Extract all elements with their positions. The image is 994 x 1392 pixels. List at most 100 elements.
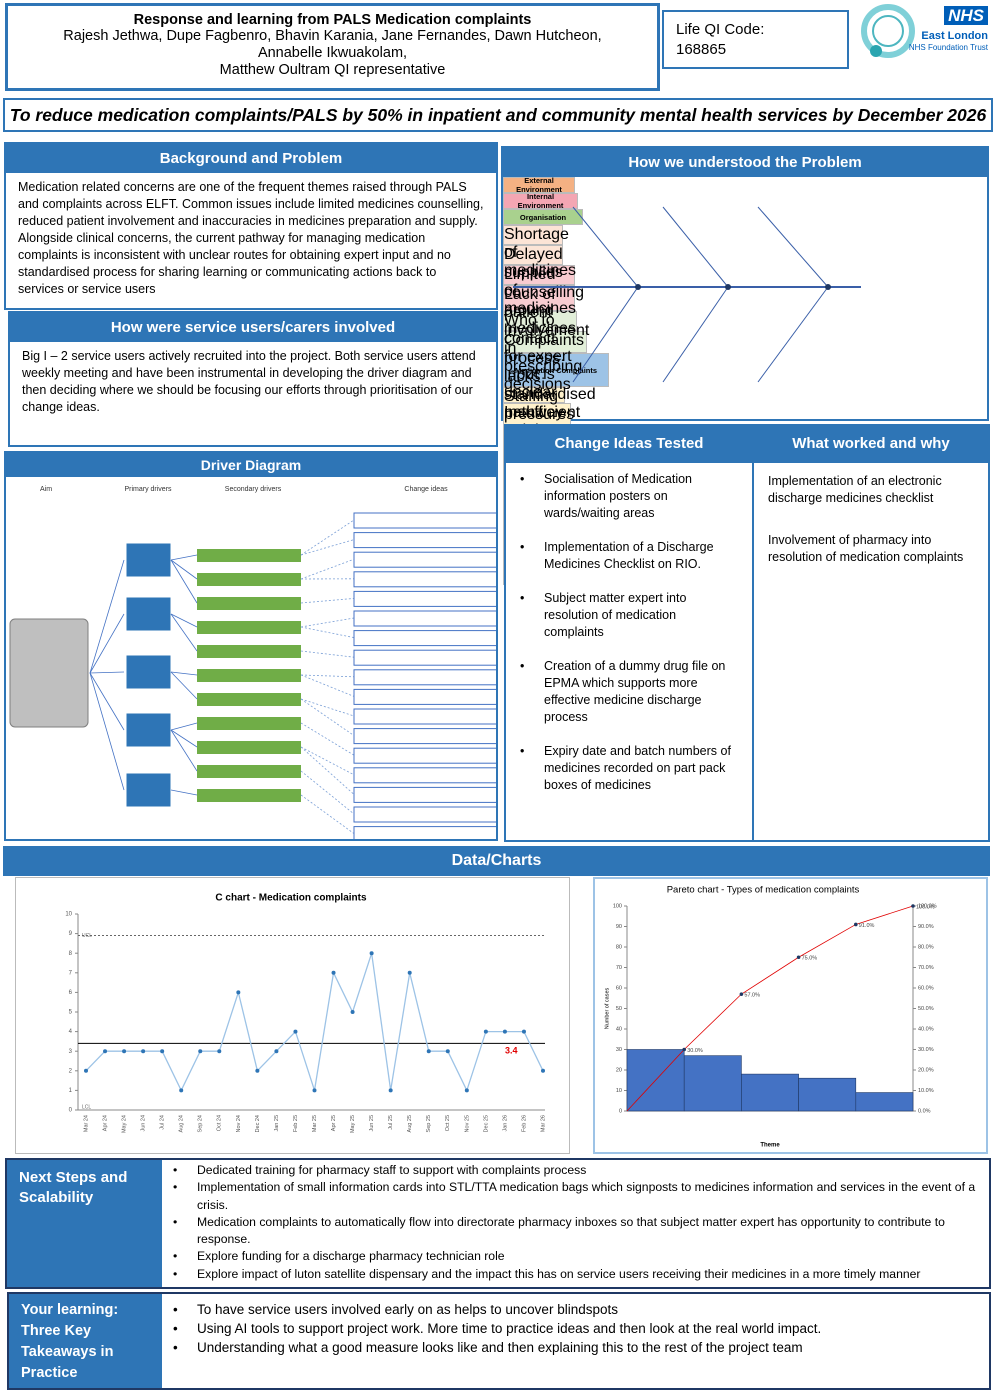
y2-tick-label: 50.0% bbox=[918, 1006, 934, 1012]
data-point bbox=[502, 1029, 507, 1034]
list-item: • Medication complaints to automatically … bbox=[169, 1214, 984, 1249]
y-tick-label: 6 bbox=[69, 990, 73, 996]
data-label: 57.0% bbox=[744, 993, 760, 999]
change-idea bbox=[353, 532, 496, 549]
item-text: Explore funding for a discharge pharmacy… bbox=[197, 1249, 505, 1264]
secondary-driver bbox=[197, 549, 301, 562]
x-tick-label: Feb 26 bbox=[521, 1115, 527, 1132]
nhs-mark: NHS bbox=[944, 6, 988, 25]
cumulative-point bbox=[739, 992, 744, 996]
y2-tick-label: 20.0% bbox=[918, 1067, 934, 1073]
x-tick-label: Nov 24 bbox=[236, 1115, 242, 1132]
chart-title: Pareto chart - Types of medication compl… bbox=[667, 885, 860, 896]
connector bbox=[300, 650, 355, 658]
data-heading: Data/Charts bbox=[3, 846, 990, 876]
connector bbox=[300, 674, 355, 697]
trust: East London bbox=[921, 30, 988, 42]
change-list: • Socialisation of Medication information… bbox=[506, 463, 752, 794]
y-tick-label: 8 bbox=[69, 951, 73, 957]
data-point bbox=[331, 970, 336, 975]
bullet: • bbox=[173, 1321, 178, 1336]
worked-list: Implementation of an electronic discharg… bbox=[754, 463, 988, 566]
item-text: Implementation of small information card… bbox=[197, 1180, 976, 1212]
item-text: Socialisation of Medication information … bbox=[544, 472, 692, 520]
primary-driver bbox=[125, 654, 172, 690]
authors: Rajesh Jethwa, Dupe Fagbenro, Bhavin Kar… bbox=[63, 28, 602, 61]
list-item: • Implementation of a Discharge Medicines… bbox=[516, 539, 738, 573]
y2-tick-label: 90.0% bbox=[918, 924, 934, 930]
y-tick-label: 7 bbox=[69, 970, 73, 976]
connector bbox=[300, 539, 355, 556]
change-idea bbox=[353, 826, 496, 839]
y-tick-label: 50 bbox=[616, 1006, 622, 1012]
mean-label: 3.4 bbox=[505, 1046, 518, 1056]
panel-heading: Change Ideas Tested bbox=[506, 426, 752, 463]
connector bbox=[170, 613, 198, 652]
y-tick-label: 80 bbox=[616, 944, 622, 950]
change-idea bbox=[353, 590, 496, 607]
list-item: • Understanding what a good measure looks… bbox=[169, 1338, 984, 1357]
x-tick-label: Mar 25 bbox=[312, 1115, 318, 1132]
change-idea bbox=[353, 806, 496, 823]
fishbone-node: Internal Environment bbox=[503, 192, 578, 210]
item-text: Understanding what a good measure looks … bbox=[197, 1340, 803, 1355]
background-text: Medication related concerns are one of t… bbox=[18, 180, 484, 296]
connector bbox=[89, 672, 125, 791]
x-tick-label: Nov 25 bbox=[464, 1115, 470, 1132]
list-item: • Implementation of small information car… bbox=[169, 1179, 984, 1214]
data-point bbox=[160, 1049, 165, 1054]
connector bbox=[89, 672, 125, 731]
qi-code: 168865 bbox=[676, 41, 727, 58]
item-text: Implementation of a Discharge Medicines … bbox=[544, 540, 714, 571]
data-label: 100.0% bbox=[916, 904, 935, 910]
data-line bbox=[85, 952, 544, 1093]
data-point bbox=[407, 970, 412, 975]
logo-ring bbox=[861, 4, 915, 58]
qi-code-box: Life QI Code: 168865 bbox=[662, 10, 849, 69]
connector bbox=[89, 559, 125, 674]
panel-heading: How were service users/carers involved bbox=[10, 313, 496, 342]
item-text: Creation of a dummy drug file on EPMA wh… bbox=[544, 659, 726, 724]
bone bbox=[662, 286, 729, 383]
change-idea bbox=[353, 786, 496, 803]
data-point bbox=[369, 951, 374, 956]
connector bbox=[170, 554, 198, 561]
bullet: • bbox=[173, 1214, 178, 1229]
item-text: Subject matter expert into resolution of… bbox=[544, 591, 687, 639]
change-panel: Change Ideas Tested • Socialisation of Me… bbox=[504, 424, 754, 842]
connector bbox=[300, 722, 355, 756]
item-text: Using AI tools to support project work. … bbox=[197, 1321, 822, 1336]
secondary-driver bbox=[197, 621, 301, 634]
next-list: • Dedicated training for pharmacy staff t… bbox=[169, 1162, 984, 1283]
representative: Matthew Oultram QI representative bbox=[219, 62, 446, 78]
connector bbox=[300, 674, 355, 678]
driver-panel: Driver Diagram Aim Primary drivers Seconda… bbox=[4, 451, 498, 841]
bullet: • bbox=[520, 744, 525, 758]
bullet: • bbox=[173, 1302, 178, 1317]
fishbone: External Environment Internal Environment… bbox=[503, 176, 987, 633]
learning-list: • To have service users involved early on… bbox=[169, 1300, 984, 1357]
bullet: • bbox=[173, 1180, 178, 1195]
change-idea bbox=[353, 767, 496, 784]
list-item: • Expiry date and batch numbers of medici… bbox=[516, 743, 738, 794]
y-tick-label: 100 bbox=[613, 903, 622, 909]
connector bbox=[300, 626, 355, 638]
data-point bbox=[483, 1029, 488, 1034]
change-idea bbox=[353, 708, 496, 725]
fishbone-node: External Environment bbox=[503, 176, 575, 194]
c-chart-box: C chart - Medication complaints 0 1 2 3 4 5 6 7 8… bbox=[15, 877, 570, 1154]
data-point bbox=[541, 1068, 545, 1073]
bone bbox=[572, 286, 639, 383]
data-point bbox=[388, 1088, 393, 1093]
secondary-driver bbox=[197, 669, 301, 682]
bone bbox=[757, 286, 829, 383]
x-tick-label: Aug 24 bbox=[179, 1115, 185, 1132]
bar bbox=[741, 1073, 799, 1112]
data-point bbox=[84, 1068, 88, 1073]
change-idea bbox=[353, 551, 496, 568]
change-idea bbox=[353, 630, 496, 647]
list-item: • Dedicated training for pharmacy staff t… bbox=[169, 1162, 984, 1179]
bullet: • bbox=[173, 1266, 178, 1281]
primary-driver bbox=[125, 596, 172, 632]
secondary-driver bbox=[197, 645, 301, 658]
